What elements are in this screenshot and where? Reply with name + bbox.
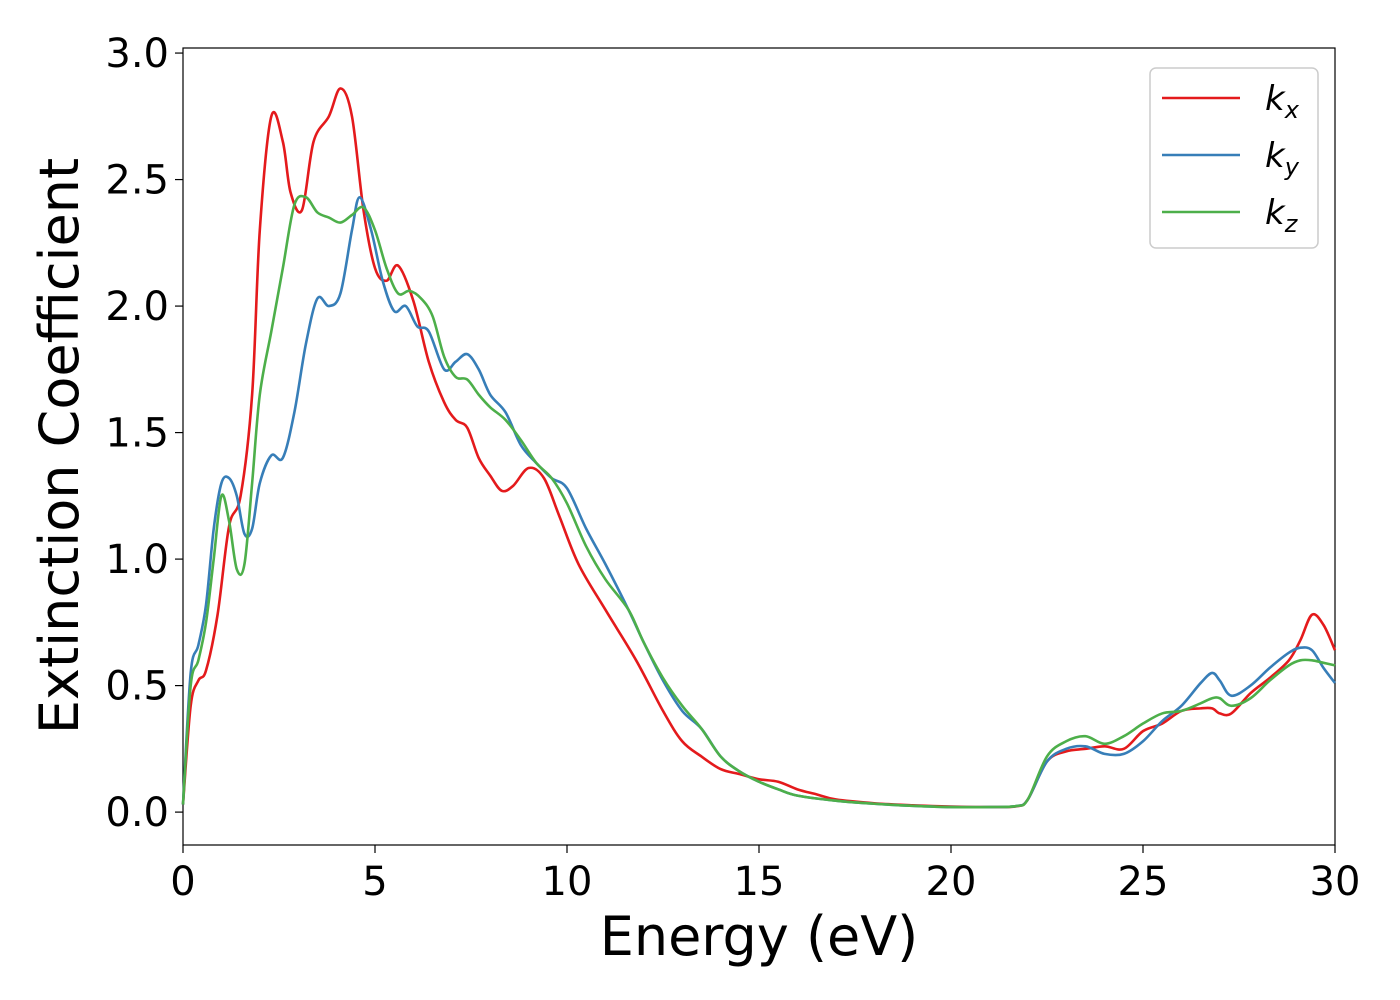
y-tick-label: 1.5	[105, 411, 169, 457]
series-line-ky	[181, 195, 1337, 809]
legend-label-kx: kx	[1265, 79, 1300, 124]
y-tick-label: 3.0	[105, 31, 169, 77]
x-tick-label: 30	[1310, 859, 1361, 905]
x-tick-label: 5	[362, 859, 387, 905]
legend-label-kz: kz	[1265, 193, 1299, 238]
y-axis: 0.0 0.5 1.0 1.5 2.0 2.5 3.0	[105, 31, 183, 836]
y-tick-label: 2.5	[105, 158, 169, 204]
x-tick-label: 0	[170, 859, 195, 905]
legend: kx ky kz	[1149, 67, 1319, 249]
x-tick-label: 25	[1118, 859, 1169, 905]
y-tick-label: 0.0	[105, 790, 169, 836]
legend-label-ky: ky	[1265, 136, 1300, 181]
x-axis: 0 5 10 15 20 25 30	[170, 845, 1360, 905]
x-tick-label: 15	[734, 859, 785, 905]
legend-frame	[1149, 67, 1319, 249]
series-line-kz	[181, 194, 1336, 809]
series-layer	[181, 87, 1337, 809]
x-tick-label: 10	[542, 859, 593, 905]
plot-area	[182, 47, 1336, 846]
y-tick-label: 2.0	[105, 284, 169, 330]
y-tick-label: 0.5	[105, 664, 169, 710]
x-axis-title: Energy (eV)	[600, 905, 919, 968]
y-axis-title: Extinction Coefficient	[28, 158, 91, 734]
series-line-kx	[181, 87, 1337, 809]
y-tick-label: 1.0	[105, 537, 169, 583]
x-tick-label: 20	[926, 859, 977, 905]
